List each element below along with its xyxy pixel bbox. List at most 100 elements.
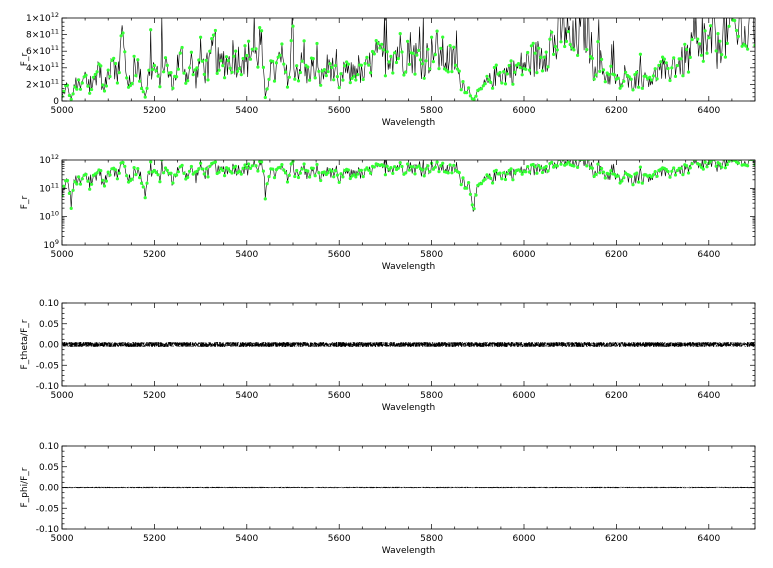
data-point bbox=[361, 77, 365, 82]
data-point bbox=[365, 166, 369, 170]
data-point bbox=[500, 177, 504, 181]
data-point bbox=[256, 65, 260, 69]
data-point bbox=[99, 64, 103, 68]
data-point bbox=[670, 169, 674, 173]
data-point bbox=[343, 64, 347, 68]
data-point bbox=[467, 181, 471, 185]
data-point bbox=[618, 86, 622, 90]
x-tick-label: 5000 bbox=[51, 534, 74, 544]
data-point bbox=[156, 173, 160, 177]
data-point bbox=[596, 40, 600, 44]
x-tick-label: 6400 bbox=[697, 106, 720, 116]
data-point bbox=[271, 59, 275, 63]
data-point bbox=[666, 169, 670, 174]
data-point bbox=[640, 181, 644, 185]
data-point bbox=[668, 78, 672, 83]
y-tick-label: 6×1011 bbox=[26, 44, 59, 57]
data-point bbox=[420, 168, 424, 172]
data-point bbox=[341, 78, 345, 82]
x-tick-label: 5400 bbox=[235, 534, 258, 544]
plot-area bbox=[62, 12, 755, 101]
data-point bbox=[300, 167, 304, 171]
data-point bbox=[175, 173, 179, 177]
data-point bbox=[457, 69, 461, 73]
data-point bbox=[723, 55, 728, 59]
data-point bbox=[128, 83, 132, 88]
data-point bbox=[572, 48, 576, 52]
data-point bbox=[73, 85, 77, 89]
data-point bbox=[197, 167, 201, 171]
data-point bbox=[265, 182, 269, 186]
data-point bbox=[311, 166, 315, 170]
spectrum-line bbox=[62, 18, 755, 101]
data-point bbox=[509, 59, 513, 63]
data-point bbox=[698, 42, 702, 46]
data-point bbox=[653, 170, 657, 174]
data-point bbox=[537, 164, 541, 168]
data-point bbox=[479, 182, 484, 186]
x-tick-label: 5400 bbox=[235, 250, 258, 260]
data-point bbox=[723, 166, 728, 170]
data-point bbox=[627, 75, 631, 79]
data-point bbox=[382, 164, 386, 168]
data-point bbox=[282, 168, 286, 172]
data-point bbox=[73, 180, 77, 184]
data-point bbox=[428, 67, 432, 71]
data-point bbox=[147, 68, 151, 72]
data-point bbox=[115, 177, 119, 181]
y-tick-label: -0.05 bbox=[36, 504, 59, 514]
data-point bbox=[247, 162, 251, 166]
data-point bbox=[420, 62, 424, 66]
x-axis-label: Wavelength bbox=[382, 546, 435, 556]
data-point bbox=[720, 53, 724, 57]
data-point bbox=[616, 76, 620, 80]
x-tick-label: 5600 bbox=[328, 391, 351, 401]
data-point bbox=[431, 60, 435, 64]
data-point bbox=[613, 73, 617, 77]
data-point bbox=[703, 29, 707, 33]
data-point bbox=[180, 45, 184, 50]
data-point bbox=[130, 81, 134, 85]
data-point bbox=[280, 163, 284, 167]
data-point bbox=[616, 174, 620, 178]
data-point bbox=[649, 78, 654, 82]
data-point bbox=[539, 55, 543, 60]
data-point bbox=[77, 78, 81, 82]
data-point bbox=[465, 186, 469, 190]
data-point bbox=[572, 164, 576, 168]
data-point bbox=[441, 161, 445, 165]
data-point bbox=[705, 51, 709, 55]
data-point bbox=[104, 84, 108, 88]
data-point bbox=[117, 171, 121, 175]
data-point bbox=[729, 12, 732, 15]
data-point bbox=[739, 12, 742, 15]
data-point bbox=[86, 179, 90, 183]
data-point bbox=[391, 71, 395, 75]
data-point bbox=[711, 12, 714, 15]
data-point bbox=[295, 64, 299, 68]
data-point bbox=[84, 73, 88, 77]
data-point bbox=[681, 173, 685, 177]
data-point bbox=[540, 170, 545, 175]
data-point bbox=[106, 68, 110, 72]
data-point bbox=[609, 64, 613, 68]
data-point bbox=[748, 12, 751, 15]
data-point bbox=[346, 62, 350, 66]
data-point bbox=[738, 160, 742, 161]
data-point bbox=[369, 71, 373, 75]
data-point bbox=[149, 160, 153, 164]
x-tick-label: 5600 bbox=[328, 534, 351, 544]
x-tick-label: 6200 bbox=[605, 250, 628, 260]
data-point bbox=[481, 84, 485, 88]
data-point bbox=[143, 95, 147, 99]
data-point bbox=[339, 172, 343, 176]
data-point bbox=[138, 79, 142, 83]
data-point bbox=[563, 44, 567, 49]
data-point bbox=[296, 175, 301, 180]
data-point bbox=[485, 74, 489, 78]
data-point bbox=[348, 81, 352, 85]
data-point bbox=[78, 182, 83, 186]
data-point bbox=[248, 57, 253, 61]
data-point bbox=[461, 176, 465, 180]
